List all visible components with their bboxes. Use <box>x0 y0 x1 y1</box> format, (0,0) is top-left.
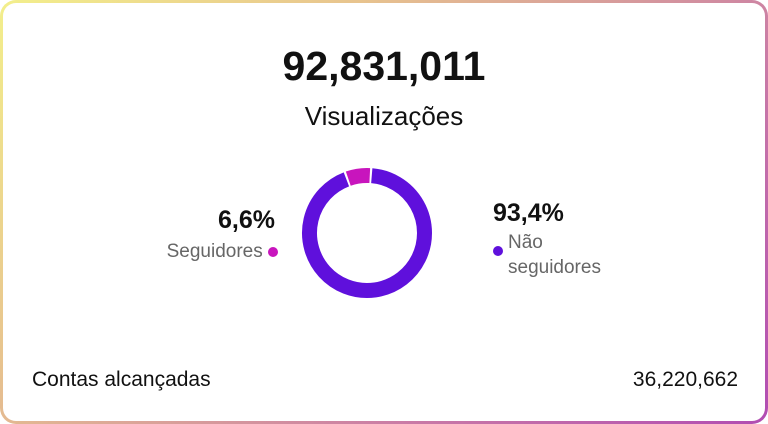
donut-chart <box>302 168 432 298</box>
legend-dot <box>493 246 503 256</box>
legend-label: Seguidores <box>166 241 263 262</box>
footer-value: 36,220,662 <box>632 368 738 391</box>
donut-segment <box>302 168 432 298</box>
non-followers-legend: Não seguidores <box>508 232 601 278</box>
footer-label: Contas alcançadas <box>32 368 211 391</box>
non-followers-percent: 93,4% <box>493 199 564 227</box>
followers-percent: 6,6% <box>218 206 275 234</box>
total-label: Visualizações <box>304 101 464 131</box>
total-views: 92,831,011 <box>282 43 486 89</box>
donut-segment <box>345 168 371 186</box>
insights-card: 92,831,011 Visualizações 6,6% Seguidores… <box>3 3 765 421</box>
followers-legend: Seguidores <box>167 241 278 263</box>
legend-dot <box>268 246 278 257</box>
